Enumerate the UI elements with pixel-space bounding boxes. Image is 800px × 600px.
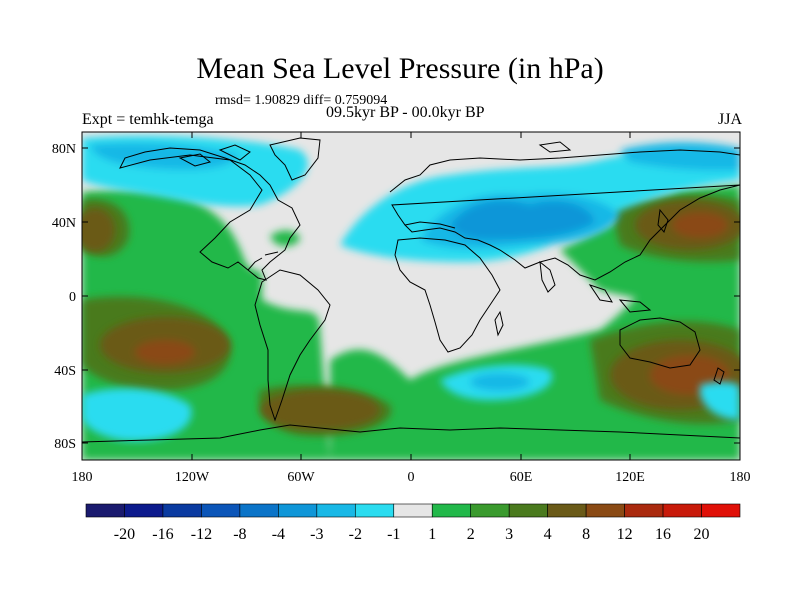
colorbar-swatch: [162, 503, 202, 518]
lat-label: 0: [69, 290, 76, 305]
lat-label: 80N: [52, 142, 76, 157]
colorbar-swatch: [278, 503, 318, 518]
map-title: Mean Sea Level Pressure (in hPa): [196, 52, 604, 85]
colorbar-swatch: [201, 503, 241, 518]
colorbar-swatch: [85, 503, 125, 518]
colorbar-label: 12: [617, 526, 633, 543]
colorbar-swatch: [547, 503, 587, 518]
colorbar-swatch: [124, 503, 164, 518]
lon-label: 60W: [287, 470, 315, 485]
season-label: JJA: [717, 111, 742, 128]
lon-label: 180: [730, 470, 751, 485]
colorbar-label: -12: [191, 526, 212, 543]
colorbar-swatch: [662, 503, 702, 518]
lat-label: 40N: [52, 216, 76, 231]
colorbar-label: 20: [694, 526, 710, 543]
colorbar-label: 3: [505, 526, 513, 543]
lon-label: 180: [72, 470, 93, 485]
colorbar-label: 1: [428, 526, 436, 543]
axis-ticks: [81, 132, 741, 460]
period-label: 09.5kyr BP - 00.0kyr BP: [326, 104, 485, 121]
colorbar-swatch: [508, 503, 548, 518]
colorbar-label: 8: [582, 526, 590, 543]
colorbar-label: -2: [349, 526, 362, 543]
colorbar-swatch: [431, 503, 472, 518]
colorbar-label: 2: [467, 526, 475, 543]
colorbar-swatch: [393, 503, 433, 518]
colorbar-swatch: [354, 503, 395, 518]
lon-label: 60E: [510, 470, 533, 485]
lon-label: 120E: [615, 470, 645, 485]
colorbar-label: -16: [152, 526, 173, 543]
colorbar-label: -8: [233, 526, 246, 543]
colorbar-label: -3: [310, 526, 323, 543]
colorbar-swatch: [585, 503, 625, 518]
colorbar-label: 16: [655, 526, 671, 543]
colorbar-label: -1: [387, 526, 400, 543]
colorbar-swatch: [470, 503, 510, 518]
lat-label: 80S: [54, 437, 76, 452]
colorbar-label: -4: [272, 526, 285, 543]
colorbar-swatch: [701, 503, 741, 518]
colorbar-label: 4: [544, 526, 552, 543]
pressure-field: [82, 132, 740, 460]
colorbar-swatch: [316, 503, 356, 518]
lon-label: 120W: [175, 470, 210, 485]
coastlines: [82, 137, 740, 443]
colorbar-label: -20: [114, 526, 135, 543]
lon-label: 0: [408, 470, 415, 485]
colorbar-swatch: [624, 503, 664, 518]
lat-label: 40S: [54, 364, 76, 379]
colorbar-swatch: [239, 503, 279, 518]
experiment-label: Expt = temhk-temga: [82, 111, 214, 128]
colorbar: -20 -16 -12 -8 -4 -3 -2 -1 1 2 3 4 8 12 16 20: [85, 503, 741, 543]
stats-text: rmsd= 1.90829 diff= 0.759094: [215, 93, 388, 108]
